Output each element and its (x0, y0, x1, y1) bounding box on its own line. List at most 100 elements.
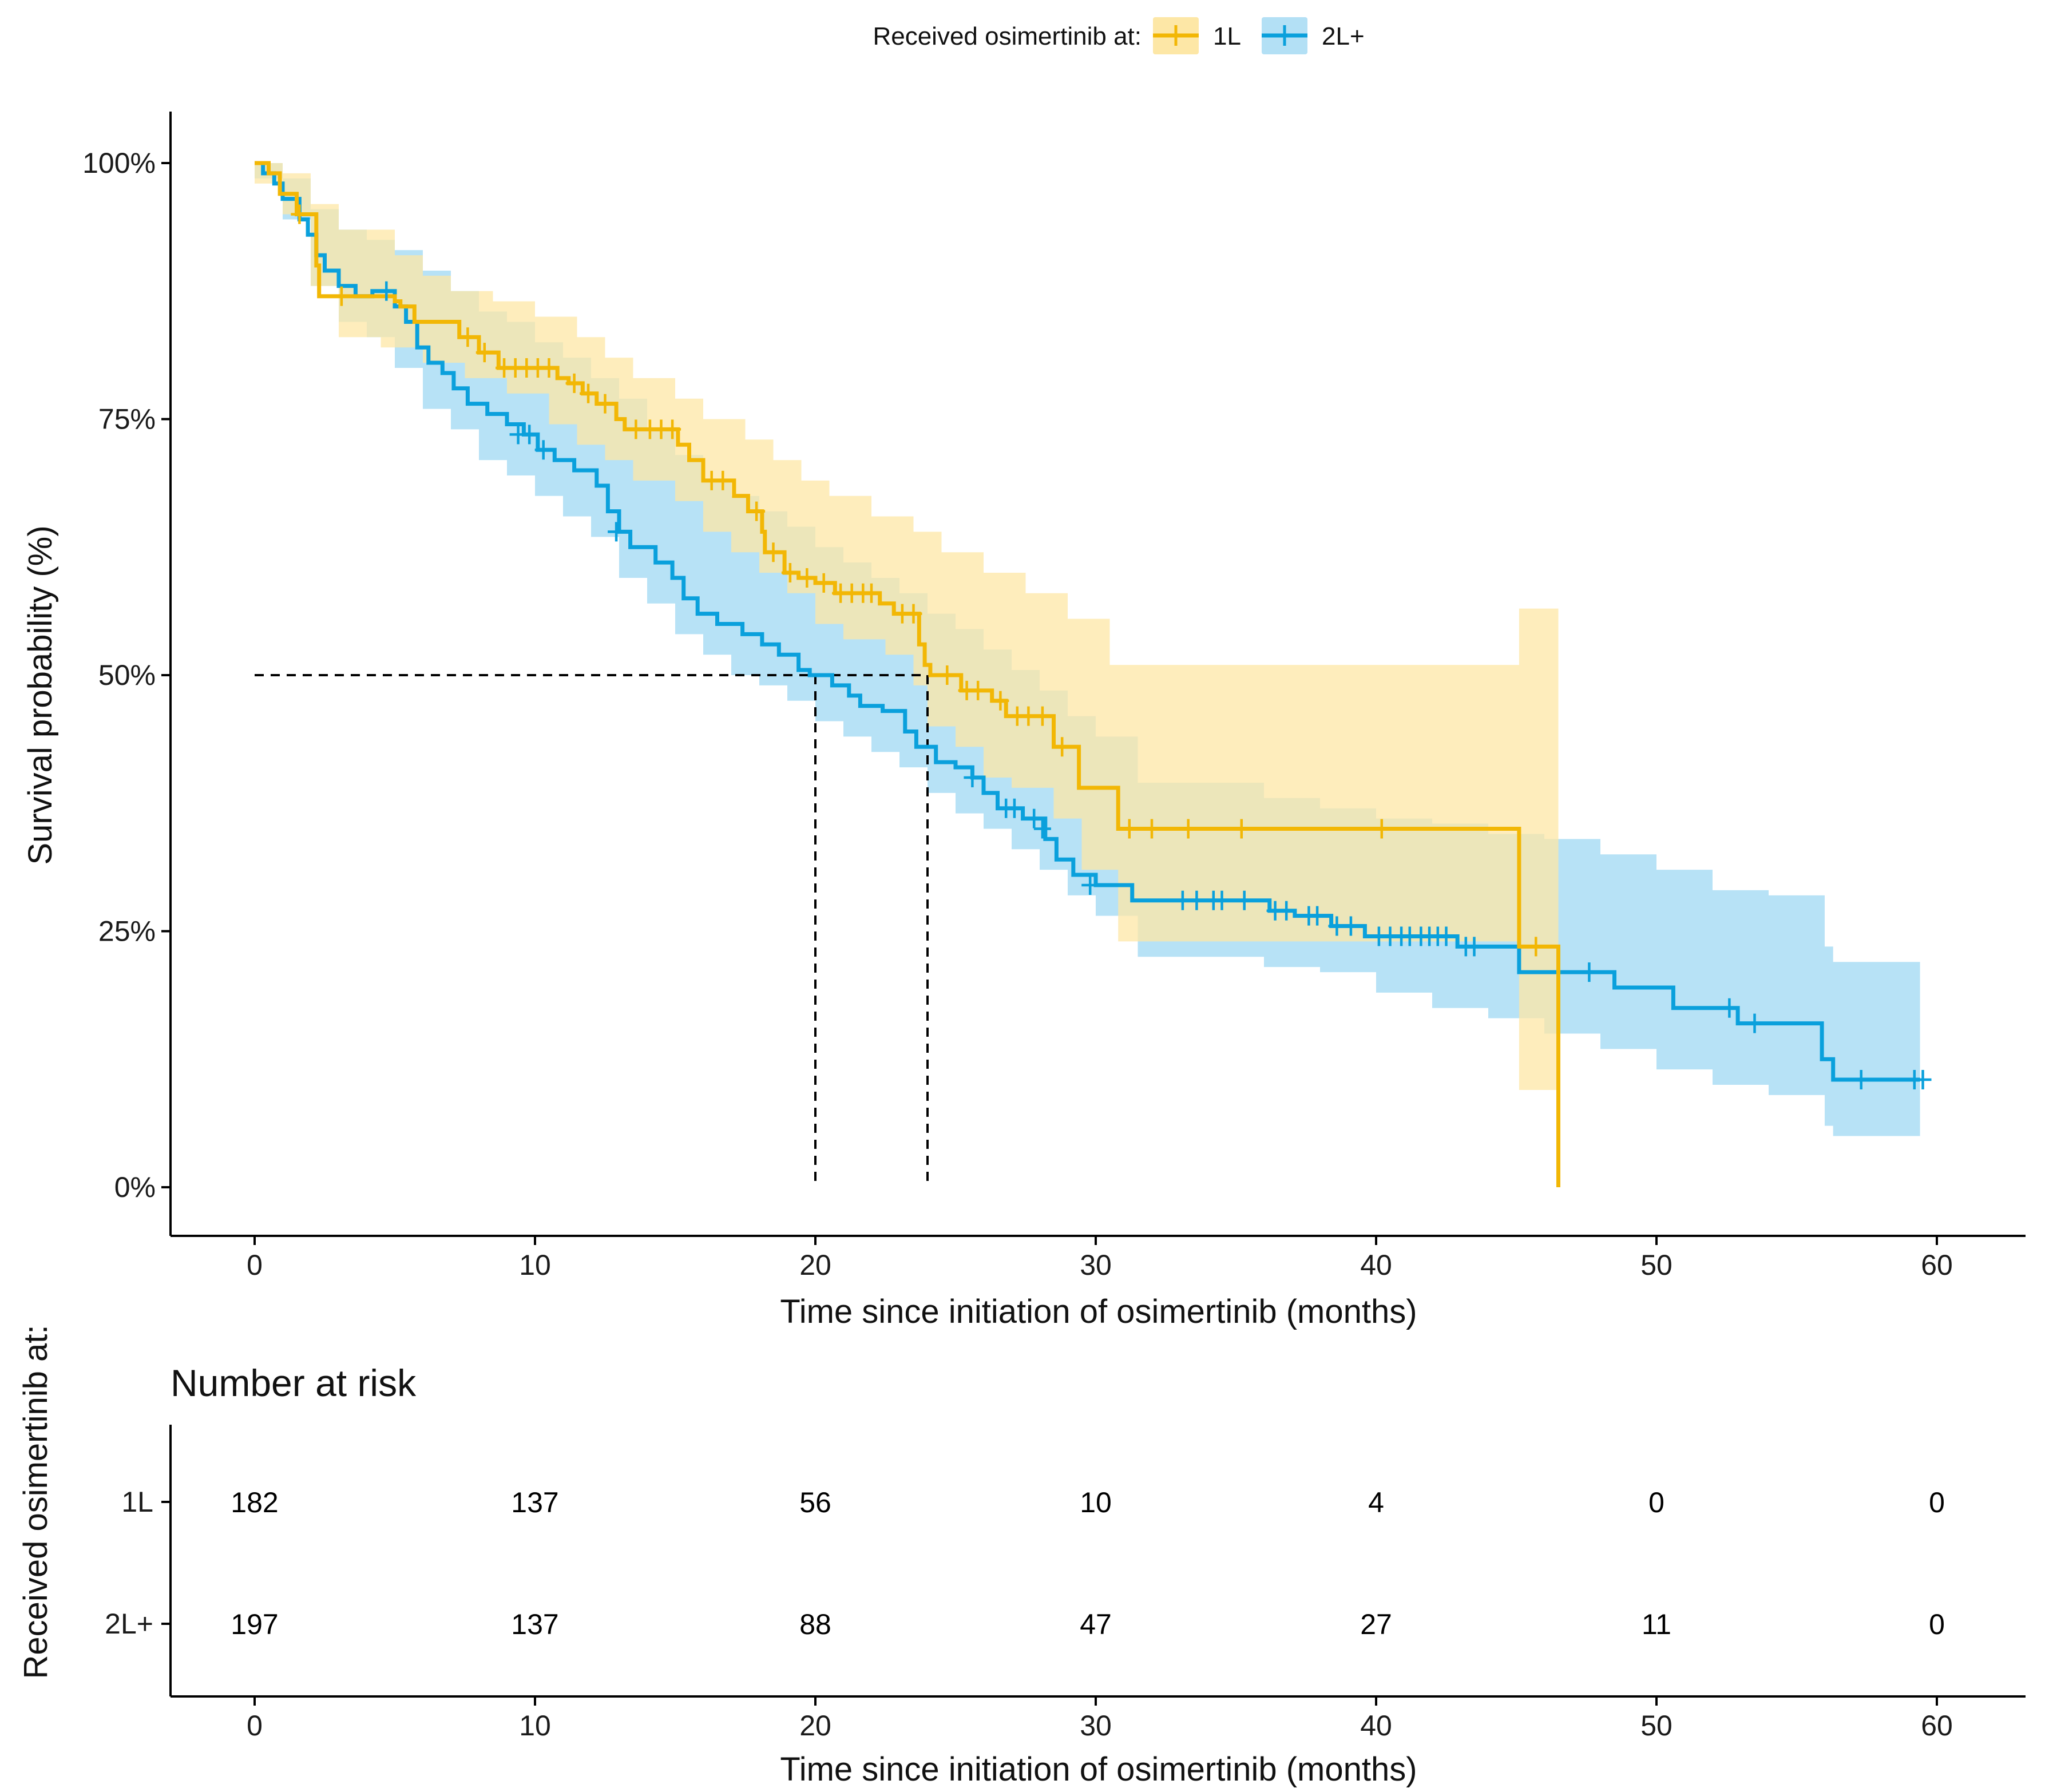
risk-x-tick-label: 10 (519, 1710, 551, 1742)
risk-count-2l-plus: 197 (231, 1608, 278, 1640)
risk-count-1l: 0 (1929, 1486, 1945, 1519)
censor-mark-2l-plus (1465, 937, 1483, 957)
censor-mark-2l-plus (1721, 998, 1738, 1018)
censor-mark-2l-plus (1033, 819, 1051, 839)
main-x-tick-label: 0 (247, 1249, 263, 1281)
risk-count-1l: 56 (799, 1486, 831, 1519)
censor-mark-2l-plus (378, 281, 395, 301)
main-y-tick-label: 0% (114, 1171, 156, 1203)
censor-mark-2l-plus (1081, 875, 1099, 895)
censor-mark-2l-plus (964, 768, 981, 787)
risk-count-2l-plus: 88 (799, 1608, 831, 1640)
risk-table-title: Number at risk (171, 1362, 417, 1404)
censor-mark-1l (969, 680, 987, 700)
censor-mark-2l-plus (521, 425, 538, 445)
censor-mark-1l (764, 542, 782, 562)
censor-mark-1l (1232, 819, 1250, 839)
main-y-tick-label: 100% (82, 147, 156, 179)
main-x-tick-label: 50 (1640, 1249, 1673, 1281)
censor-mark-2l-plus (1914, 1070, 1932, 1090)
censor-mark-1l (1120, 819, 1138, 839)
risk-count-2l-plus: 47 (1080, 1608, 1112, 1640)
risk-row-label-2l-plus: 2L+ (105, 1608, 153, 1640)
censor-mark-1l (565, 373, 583, 393)
risk-x-tick-label: 40 (1360, 1710, 1392, 1742)
censor-mark-1l (1179, 819, 1197, 839)
censor-mark-2l-plus (1025, 808, 1043, 828)
censor-mark-2l-plus (1278, 901, 1295, 921)
censor-mark-1l (1527, 937, 1545, 957)
censor-mark-2l-plus (1188, 890, 1206, 910)
main-y-tick-label: 25% (98, 915, 156, 947)
risk-table-axes: 0 10 20 30 40 50 60 (169, 1425, 2026, 1742)
risk-row-label-1l: 1L (121, 1486, 153, 1518)
main-x-tick-label: 20 (799, 1249, 831, 1281)
censor-mark-1l (863, 583, 880, 603)
risk-x-tick-label: 20 (799, 1710, 831, 1742)
legend-title: Received osimertinib at: (873, 22, 1142, 50)
censor-mark-2l-plus (1309, 906, 1326, 926)
main-x-tick-label: 10 (519, 1249, 551, 1281)
censor-mark-1l (475, 343, 493, 363)
main-x-tick-label: 60 (1921, 1249, 1953, 1281)
risk-count-1l: 4 (1368, 1486, 1384, 1519)
censor-mark-1l (1373, 819, 1390, 839)
survival-curve-2l-plus (255, 161, 1920, 1082)
main-y-tick-label: 75% (98, 403, 156, 435)
risk-table-body: 1L 182 137 56 10 4 0 0 2L+ 197 137 88 47 27 11 0 (105, 1486, 1945, 1640)
censor-mark-1l (664, 419, 681, 439)
censor-mark-2l-plus (608, 522, 625, 542)
risk-y-axis-title: Received osimertinib at: (17, 1325, 54, 1679)
risk-x-tick-label: 30 (1080, 1710, 1112, 1742)
censor-mark-1l (459, 327, 477, 347)
censor-mark-1l (798, 568, 816, 588)
risk-count-1l: 0 (1648, 1486, 1664, 1519)
main-x-axis-title: Time since initiation of osimertinib (mo… (780, 1293, 1417, 1330)
censor-mark-1l (938, 665, 956, 685)
main-x-tick-label: 40 (1360, 1249, 1392, 1281)
censor-mark-1l (992, 691, 1009, 711)
censor-mark-2l-plus (1437, 926, 1455, 946)
censor-mark-1l (580, 383, 597, 403)
risk-count-1l: 182 (231, 1486, 278, 1519)
risk-count-2l-plus: 27 (1360, 1608, 1392, 1640)
risk-x-tick-label: 0 (247, 1710, 263, 1742)
censor-mark-2l-plus (534, 440, 552, 460)
censor-mark-1l (291, 204, 308, 224)
censor-mark-2l-plus (1342, 916, 1360, 936)
risk-count-2l-plus: 11 (1642, 1608, 1671, 1640)
censor-mark-1l (905, 604, 922, 624)
main-y-axis-title: Survival probability (%) (22, 525, 59, 865)
risk-count-1l: 137 (511, 1486, 558, 1519)
risk-count-2l-plus: 0 (1929, 1608, 1945, 1640)
censor-mark-1l (1033, 706, 1051, 726)
censor-mark-1l (1053, 737, 1071, 757)
censor-mark-1l (748, 501, 766, 521)
censor-mark-1l (1143, 819, 1160, 839)
risk-count-2l-plus: 137 (511, 1608, 558, 1640)
risk-table: Number at risk 1L 182 137 56 10 4 0 02L+ 197 137 8… (17, 1325, 2026, 1788)
legend-label-2l-plus: 2L+ (1322, 22, 1365, 50)
legend-label-1l: 1L (1213, 22, 1241, 50)
legend: Received osimertinib at: 1L 2L+ (873, 17, 1365, 54)
censor-mark-2l-plus (1852, 1070, 1870, 1090)
censor-mark-1l (714, 470, 732, 490)
censor-mark-2l-plus (1235, 890, 1253, 910)
censor-mark-1l (596, 394, 614, 414)
censor-mark-2l-plus (1580, 962, 1598, 982)
risk-count-1l: 10 (1080, 1486, 1112, 1519)
censor-mark-2l-plus (1746, 1013, 1763, 1033)
main-y-tick-label: 50% (98, 659, 156, 691)
risk-x-axis-title: Time since initiation of osimertinib (mo… (780, 1751, 1417, 1788)
risk-x-tick-label: 50 (1640, 1710, 1673, 1742)
censor-mark-2l-plus (1213, 890, 1231, 910)
survival-plot: 0% 25% 50% 75% 100% 0 10 20 30 40 50 60 Time since … (22, 112, 2026, 1330)
censor-mark-1l (540, 358, 558, 378)
censor-marks (291, 204, 1932, 1090)
censor-mark-2l-plus (1005, 798, 1023, 818)
censor-mark-1l (781, 563, 799, 582)
censor-mark-1l (332, 286, 350, 306)
main-x-tick-label: 30 (1080, 1249, 1112, 1281)
risk-x-tick-label: 60 (1921, 1710, 1953, 1742)
